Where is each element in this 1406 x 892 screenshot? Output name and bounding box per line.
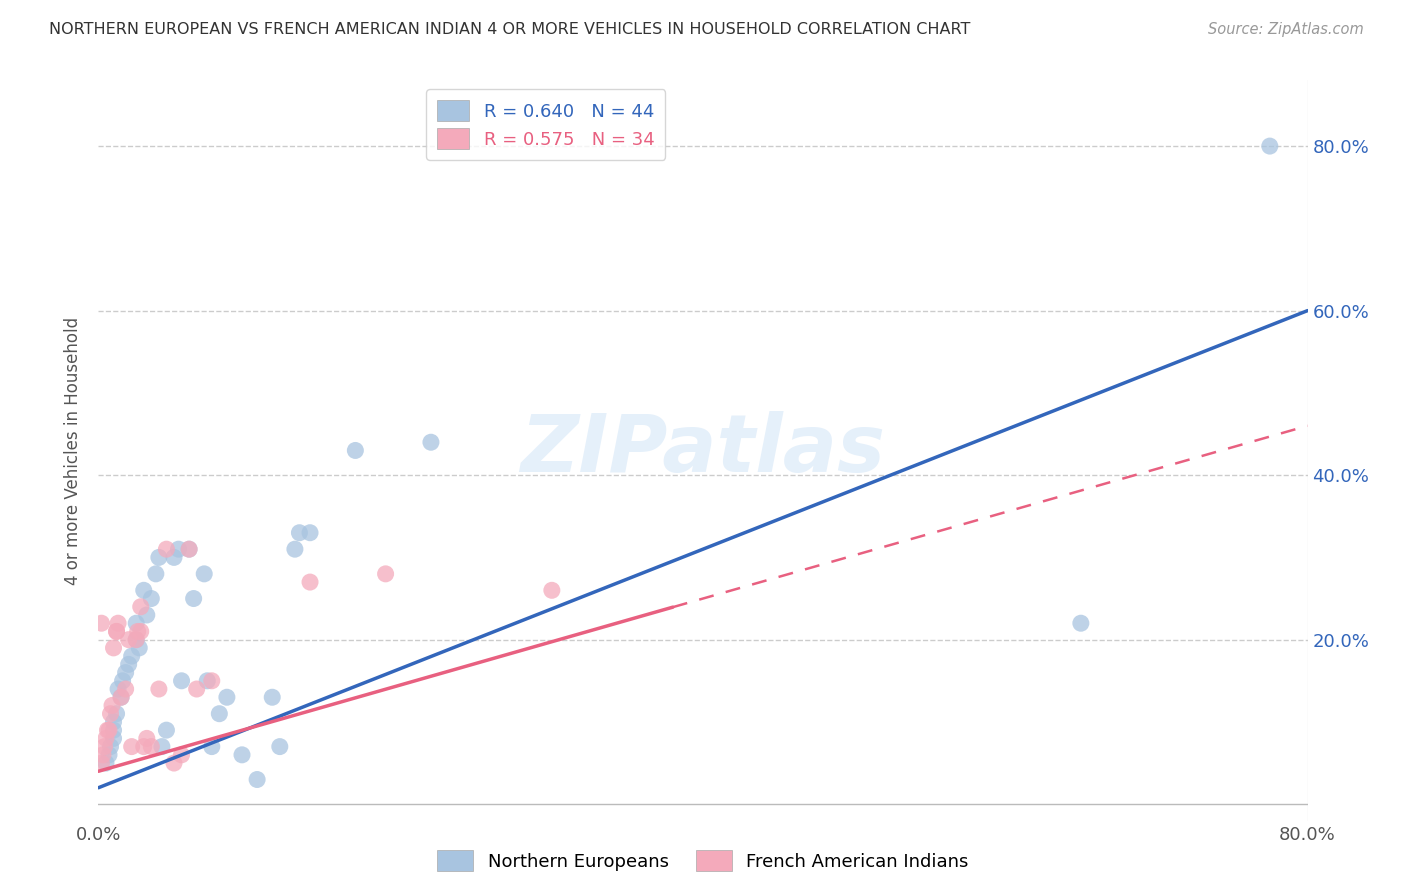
Point [103, 714, 125, 729]
Point [284, 542, 307, 557]
Point [155, 723, 177, 738]
Point [163, 550, 186, 565]
Point [118, 657, 141, 672]
Point [91, 747, 114, 762]
Point [299, 525, 322, 540]
Point [103, 731, 125, 746]
Point [186, 681, 208, 696]
Point [1258, 139, 1281, 153]
Point [262, 690, 284, 705]
Point [98, 747, 121, 762]
Point [129, 624, 152, 639]
Point [125, 632, 148, 647]
Point [148, 550, 170, 565]
Point [94, 731, 117, 746]
Point [420, 435, 443, 450]
Point [105, 624, 128, 639]
Legend: Northern Europeans, French American Indians: Northern Europeans, French American Indi… [430, 843, 976, 879]
Point [93, 739, 115, 754]
Point [132, 583, 155, 598]
Point [141, 591, 163, 606]
Point [100, 739, 122, 754]
Point [125, 616, 148, 631]
Point [1070, 616, 1092, 631]
Point [344, 443, 367, 458]
Point [170, 673, 193, 688]
Point [269, 739, 291, 754]
Point [135, 607, 157, 622]
Point [114, 681, 136, 696]
Y-axis label: 4 or more Vehicles in Household: 4 or more Vehicles in Household [65, 317, 83, 584]
Point [107, 616, 129, 631]
Point [170, 747, 193, 762]
Text: NORTHERN EUROPEAN VS FRENCH AMERICAN INDIAN 4 OR MORE VEHICLES IN HOUSEHOLD CORR: NORTHERN EUROPEAN VS FRENCH AMERICAN IND… [49, 22, 970, 37]
Point [208, 706, 231, 721]
Point [183, 591, 205, 606]
Point [299, 575, 322, 590]
Point [193, 566, 215, 581]
Point [150, 739, 173, 754]
Point [163, 756, 186, 770]
Point [101, 698, 124, 713]
Point [145, 566, 167, 581]
Point [100, 706, 122, 721]
Point [110, 690, 132, 705]
Point [105, 706, 128, 721]
Point [179, 542, 201, 557]
Point [201, 739, 224, 754]
Point [288, 525, 311, 540]
Point [107, 681, 129, 696]
Point [121, 649, 143, 664]
Point [121, 739, 143, 754]
Point [135, 731, 157, 746]
Point [103, 640, 125, 655]
Point [128, 640, 150, 655]
Legend: R = 0.640   N = 44, R = 0.575   N = 34: R = 0.640 N = 44, R = 0.575 N = 34 [426, 89, 665, 160]
Point [215, 690, 238, 705]
Point [129, 599, 152, 614]
Text: Source: ZipAtlas.com: Source: ZipAtlas.com [1208, 22, 1364, 37]
Point [201, 673, 224, 688]
Point [246, 772, 269, 787]
Point [127, 624, 149, 639]
Point [114, 665, 136, 680]
Point [105, 624, 128, 639]
Point [374, 566, 396, 581]
Point [90, 616, 112, 631]
Point [155, 542, 177, 557]
Point [111, 673, 134, 688]
Point [110, 690, 132, 705]
Point [231, 747, 253, 762]
Point [148, 681, 170, 696]
Point [96, 723, 118, 738]
Point [125, 632, 148, 647]
Point [118, 632, 141, 647]
Point [90, 756, 112, 770]
Point [132, 739, 155, 754]
Point [141, 739, 163, 754]
Point [103, 723, 125, 738]
Point [94, 756, 117, 770]
Point [98, 723, 121, 738]
Point [195, 673, 218, 688]
Point [540, 583, 562, 598]
Point [167, 542, 190, 557]
Point [179, 542, 201, 557]
Text: ZIPatlas: ZIPatlas [520, 411, 886, 490]
